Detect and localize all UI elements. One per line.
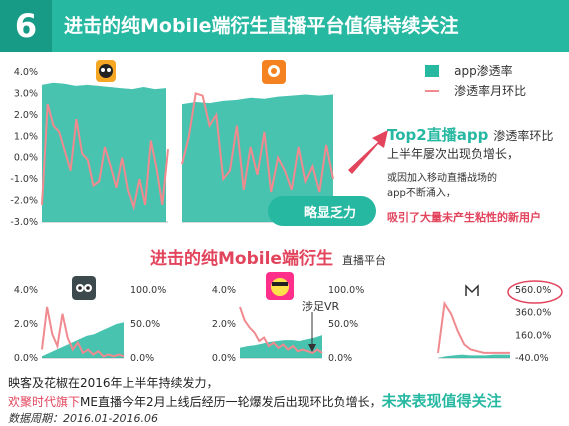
chart-5-y2-tick: -40.0% xyxy=(515,353,549,364)
chart-2-penetration-area xyxy=(182,94,333,222)
chart-4-y2-tick: 0.0% xyxy=(328,353,352,364)
pink-app-logo-icon xyxy=(266,272,294,300)
header-bar: 6 进击的纯Mobile端衍生直播平台值得持续关注 xyxy=(0,0,569,52)
chart-3-penetration-area xyxy=(42,322,124,358)
top-note-line1: Top2直播app 渗透率环比 xyxy=(387,124,553,145)
highlight-circle xyxy=(507,280,563,304)
chart-5-y2-tick: 560.0% xyxy=(515,285,551,296)
chart-1-y-tick: -1.0% xyxy=(10,174,38,185)
vr-annotation: 涉足VR xyxy=(302,300,340,313)
chart-1-y-tick: -2.0% xyxy=(10,196,38,207)
description-line2: 欢聚时代旗下ME直播今年2月上线后经历一轮爆发后出现环比负增长，未来表现值得关注 xyxy=(8,390,502,411)
owl-logo-icon xyxy=(72,276,96,300)
chart-5-penetration-area xyxy=(438,354,510,358)
page-title: 进击的纯Mobile端衍生直播平台值得持续关注 xyxy=(64,15,459,37)
chart-1-y-tick: 0.0% xyxy=(14,153,38,164)
legend-penetration: app渗透率 xyxy=(425,60,513,79)
description-red: 欢聚时代旗下 xyxy=(8,395,81,409)
chart-1-mom-line xyxy=(41,103,169,211)
section-subtitle: 直播平台 xyxy=(342,254,387,267)
chart-4-y-tick: 2.0% xyxy=(212,319,236,330)
chart-4-y2-tick: 100.0% xyxy=(328,285,364,296)
chart-3-y2-tick: 0.0% xyxy=(130,353,154,364)
description-line1: 映客及花椒在2016年上半年持续发力， xyxy=(8,376,219,390)
panda-logo-icon xyxy=(96,60,116,82)
chart-3-y2-tick: 100.0% xyxy=(130,285,166,296)
legend-label-mom: 渗透率月环比 xyxy=(454,84,527,98)
m-app-logo-icon xyxy=(465,284,479,296)
chart-1-y-tick: 3.0% xyxy=(14,88,38,99)
chart-1-y-tick: -3.0% xyxy=(10,217,38,228)
chart-2-mom-line xyxy=(181,92,334,193)
section-number: 6 xyxy=(0,0,52,52)
pointer-arrow xyxy=(348,130,388,174)
weak-badge-label: 略显乏力 xyxy=(304,206,357,221)
chart-4-y2-tick: 50.0% xyxy=(328,319,358,330)
chart-1-y-tick: 1.0% xyxy=(14,131,38,142)
chart-1-y-tick: 2.0% xyxy=(14,110,38,121)
description-mid: ME直播今年2月上线后经历一轮爆发后出现环比负增长， xyxy=(80,395,382,409)
top-note-line5: 吸引了大量未产生粘性的新用户 xyxy=(387,211,541,224)
legend-swatch-line xyxy=(425,89,439,92)
top-note-line3: 或因加入移动直播战场的 xyxy=(387,173,497,184)
legend-mom: 渗透率月环比 xyxy=(425,80,526,99)
chart-4-mom-line xyxy=(239,306,323,355)
douyu-logo-icon xyxy=(262,60,286,84)
chart-3-y-tick: 0.0% xyxy=(14,353,38,364)
chart-1-y-tick: 4.0% xyxy=(14,67,38,78)
chart-3-y2-tick: 50.0% xyxy=(130,319,160,330)
chart-4-y-tick: 0.0% xyxy=(212,353,236,364)
weak-badge: 略显乏力 xyxy=(268,196,376,226)
top-note-line2: 上半年屡次出现负增长， xyxy=(387,147,520,161)
legend-label-penetration: app渗透率 xyxy=(454,64,513,78)
chart-3-y-tick: 2.0% xyxy=(14,319,38,330)
chart-5-y2-tick: 360.0% xyxy=(515,308,551,319)
section-title: 进击的纯Mobile端衍生 xyxy=(150,249,333,269)
legend-swatch-area xyxy=(425,64,439,77)
chart-3-y-tick: 4.0% xyxy=(14,285,38,296)
section-heading: 进击的纯Mobile端衍生 直播平台 xyxy=(150,244,386,269)
data-period: 数据周期：2016.01-2016.06 xyxy=(8,412,158,425)
chart-5-y2-tick: 160.0% xyxy=(515,330,551,341)
chart-5-mom-line xyxy=(437,300,510,354)
top-note-headline: Top2直播app xyxy=(387,126,489,144)
top-note-suffix: 渗透率环比 xyxy=(493,129,554,143)
description-highlight: 未来表现值得关注 xyxy=(381,392,502,410)
chart-3-mom-line xyxy=(41,306,125,358)
chart-4-y-tick: 4.0% xyxy=(212,285,236,296)
vr-arrow-head xyxy=(308,344,316,352)
top-note-line4: app不断涌入， xyxy=(387,188,456,199)
